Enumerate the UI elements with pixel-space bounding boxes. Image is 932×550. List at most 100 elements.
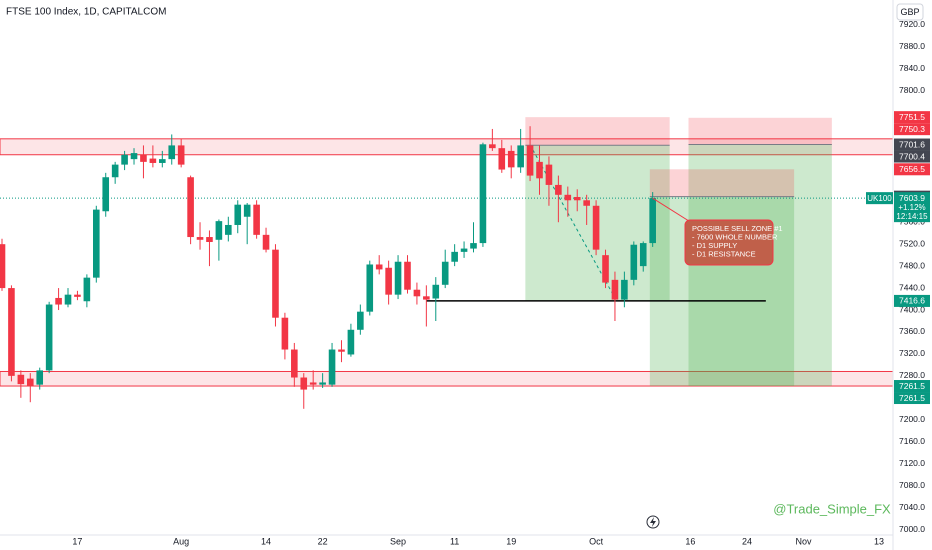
- lightning: [650, 517, 656, 527]
- candle-body: [45, 304, 53, 371]
- candle-body: [234, 204, 242, 225]
- candle-body: [319, 382, 326, 385]
- y-tick-label: 7280.0: [899, 370, 925, 380]
- y-tick-label: 7360.0: [899, 326, 925, 336]
- price-label: 7261.5: [899, 393, 925, 403]
- y-tick-label: 7000.0: [899, 524, 925, 534]
- candle-body: [413, 289, 421, 297]
- candle-body: [470, 243, 477, 249]
- y-tick-label: 7480.0: [899, 260, 925, 270]
- trend-line: [532, 149, 616, 299]
- x-tick-label: 13: [874, 536, 884, 546]
- candle-body: [564, 194, 572, 201]
- y-tick-label: 7440.0: [899, 282, 925, 292]
- callout-text: POSSIBLE SELL ZONE #1: [692, 224, 783, 233]
- price-label-bg: [894, 163, 930, 176]
- candle-body: [573, 196, 581, 201]
- candle-body: [272, 249, 279, 318]
- candle-body: [74, 294, 81, 297]
- x-tick-label: 17: [72, 536, 82, 546]
- candle-body: [102, 177, 110, 212]
- candle-body: [328, 349, 336, 385]
- candle-body: [64, 294, 72, 305]
- candle-body: [526, 145, 534, 176]
- x-tick-label: Aug: [173, 536, 189, 546]
- candle-body: [507, 150, 515, 168]
- replay-icon[interactable]: [646, 515, 660, 529]
- candle-body: [347, 329, 355, 355]
- price-label-bg: [894, 123, 930, 136]
- candle-body: [517, 145, 524, 168]
- candle-body: [168, 145, 176, 160]
- candle-body: [545, 164, 553, 185]
- position-risk: [525, 117, 670, 146]
- candle-body: [583, 200, 590, 206]
- x-tick-label: 11: [450, 536, 459, 546]
- candle-body: [121, 154, 128, 165]
- x-tick-label: 14: [261, 536, 271, 546]
- candle-body: [225, 224, 232, 235]
- candle-body: [451, 251, 458, 262]
- candle-body: [159, 159, 166, 163]
- y-tick-label: 7120.0: [899, 458, 925, 468]
- candle-body: [291, 349, 298, 378]
- candle-body: [555, 184, 562, 195]
- callout-text: - 7600 WHOLE NUMBER: [692, 232, 778, 241]
- y-tick-label: 7520.0: [899, 238, 925, 248]
- price-label: 7416.6: [899, 296, 925, 306]
- candle-body: [394, 261, 402, 295]
- currency: GBP: [900, 7, 919, 17]
- price-label: 7750.3: [899, 124, 925, 134]
- candle-body: [111, 164, 119, 178]
- y-tick-label: 7200.0: [899, 414, 925, 424]
- candle-body: [375, 264, 383, 270]
- candle-body: [177, 145, 185, 165]
- candle-body: [489, 144, 496, 149]
- chart-title: FTSE 100 Index, 1D, CAPITALCOM: [6, 7, 166, 18]
- last-price: 7603.9: [899, 193, 925, 203]
- plot-area: [0, 117, 894, 409]
- candle-body: [187, 177, 194, 238]
- candle-body: [253, 204, 260, 235]
- candle-body: [432, 284, 440, 299]
- price-label-bg: [894, 111, 930, 124]
- y-tick-label: 7160.0: [899, 436, 925, 446]
- candle-body: [479, 144, 487, 244]
- position-risk: [688, 117, 832, 145]
- candle-body: [423, 296, 430, 300]
- candle-body: [460, 248, 468, 252]
- candle-body: [357, 311, 364, 330]
- candle-body: [630, 244, 638, 280]
- x-tick-label: 22: [318, 536, 328, 546]
- y-tick-label: 7840.0: [899, 63, 925, 73]
- y-tick-label: 7320.0: [899, 348, 925, 358]
- candle-body: [592, 205, 600, 250]
- currency-button[interactable]: [896, 3, 924, 21]
- candle-body: [366, 264, 374, 312]
- price-label: 7751.5: [899, 112, 925, 122]
- candle-body: [639, 243, 647, 267]
- x-tick-label: 24: [742, 536, 752, 546]
- x-tick-label: 16: [685, 536, 695, 546]
- candle-body: [83, 277, 91, 302]
- candle-body: [649, 198, 656, 244]
- candle-body: [602, 255, 609, 283]
- candle-body: [611, 279, 619, 300]
- y-tick-label: 7800.0: [899, 85, 925, 95]
- y-tick-label: 7920.0: [899, 19, 925, 29]
- y-tick-label: 7880.0: [899, 41, 925, 51]
- candle-body: [140, 154, 147, 162]
- watermark: @Trade_Simple_FX: [773, 501, 891, 516]
- candle-body: [262, 234, 270, 250]
- price-label: 7656.5: [899, 164, 925, 174]
- price-label: 7701.6: [899, 139, 925, 149]
- candle-body: [206, 237, 213, 242]
- price-label: 7261.5: [899, 381, 925, 391]
- price-label-bg: [894, 392, 930, 405]
- price-label-bg: [894, 150, 930, 163]
- callout-text: - D1 RESISTANCE: [692, 249, 756, 258]
- candle-body: [243, 204, 251, 217]
- candle-body: [309, 382, 317, 385]
- candle-body: [0, 244, 6, 289]
